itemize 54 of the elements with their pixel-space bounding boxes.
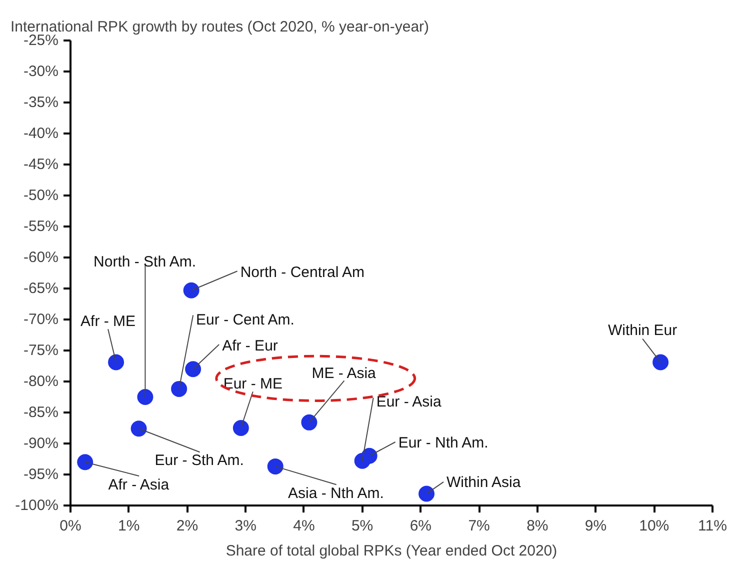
x-tick-label: 3% [234,518,256,534]
annotation: North - Sth Am. [94,254,196,270]
annotation: North - Central Am [240,264,365,281]
y-tick-label: -85% [23,404,59,421]
point [137,389,154,405]
annotation: Afr - Asia [108,476,170,494]
y-tick-label: -70% [23,311,59,328]
y-tick-label: -60% [23,249,59,266]
x-tick-label: 0% [60,518,82,534]
annotation: Afr - Eur [222,338,278,355]
x-tick-label: 11% [698,518,727,534]
point [301,414,318,430]
x-tick-label: 8% [526,518,548,534]
point [130,420,147,437]
y-tick-label: -65% [23,280,59,297]
x-tick-label: 6% [410,518,432,534]
y-tick-label: -75% [23,342,59,359]
x-tick-label: 7% [468,518,490,534]
x-tick-label: 9% [584,518,607,534]
y-tick-label: -50% [23,187,59,204]
y-tick-label: -90% [23,435,59,452]
x-tick-label: 4% [293,518,315,534]
point [171,380,188,397]
point [183,282,200,298]
x-tick-label: 2% [176,518,198,534]
y-tick-label: -80% [23,373,59,390]
y-tick-label: -35% [23,94,59,111]
annotation: Eur - Asia [376,393,442,410]
x-tick-label: 5% [351,518,374,534]
y-tick-label: -45% [23,156,59,173]
point [185,361,202,378]
point [108,354,124,370]
point [77,454,94,470]
x-axis-title: Share of total global RPKs (Year ended Oct 2020) [226,542,558,560]
y-tick-label: -95% [23,466,59,483]
annotation: Within Eur [608,322,678,339]
y-tick-label: -40% [23,125,59,142]
x-tick-label: 10% [639,518,670,534]
annotation: ME - Asia [312,364,377,382]
x-tick-label: 1% [118,518,140,534]
annotation: Afr - ME [80,312,136,330]
point [232,420,249,436]
annotation: Eur - Nth Am. [398,434,488,452]
annotation: Asia - Nth Am. [288,484,384,502]
y-tick-label: -100% [15,497,58,514]
point [267,458,284,474]
y-tick-label: -30% [23,63,59,80]
annotation: Eur - Cent Am. [196,311,294,328]
y-tick-label: -55% [23,218,59,235]
annotation: Within Asia [446,474,522,492]
point [418,486,435,502]
point [361,448,378,464]
annotation: Eur - Sth Am. [154,452,244,470]
point [652,354,669,370]
